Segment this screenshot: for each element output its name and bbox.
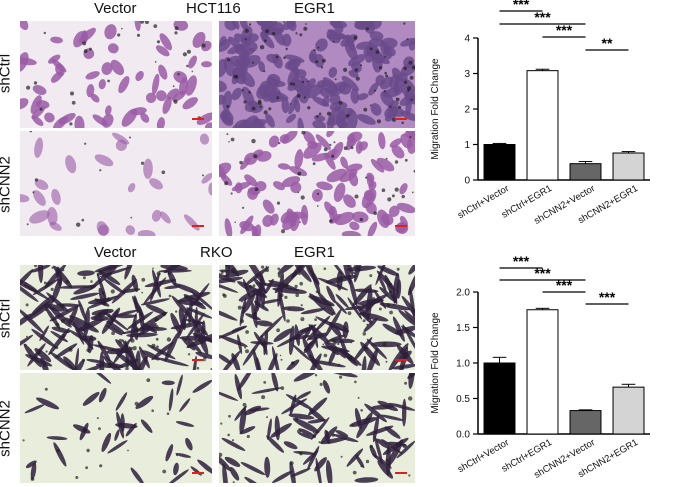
y-tick-label: 0.5 — [456, 394, 470, 405]
significance-label: *** — [513, 0, 530, 12]
scale-bar — [192, 118, 204, 120]
rko-shcnn2-label: shCNN2 — [0, 400, 14, 457]
significance-label: *** — [534, 9, 551, 25]
rko-shctrl-vector-micrograph — [20, 265, 212, 370]
hct116-shctrl-label: shCtrl — [0, 53, 14, 94]
y-axis-label: Migration Fold Change — [430, 58, 441, 160]
y-tick-label: 2.0 — [456, 288, 470, 299]
significance-label: *** — [599, 289, 616, 305]
bar — [612, 386, 645, 435]
bar — [526, 309, 559, 435]
significance-label: *** — [556, 22, 573, 38]
scale-bar — [395, 359, 407, 361]
scale-bar — [192, 472, 204, 474]
hct116-cellline-label: HCT116 — [186, 0, 241, 17]
significance-label: *** — [513, 253, 530, 269]
rko-egr1-label: EGR1 — [294, 244, 335, 261]
hct116-vector-label: Vector — [94, 0, 137, 17]
scale-bar — [192, 225, 204, 227]
rko-shcnn2-egr1-micrograph — [219, 373, 415, 483]
bar — [612, 152, 645, 181]
hct116-shctrl-egr1-micrograph — [219, 21, 415, 128]
bar — [569, 410, 602, 435]
y-tick-label: 1 — [464, 140, 470, 151]
bar — [526, 70, 559, 181]
rko-shcnn2-vector-micrograph — [20, 373, 212, 483]
significance-label: ** — [602, 35, 613, 51]
scale-bar — [395, 225, 407, 227]
scale-bar — [395, 118, 407, 120]
significance-label: *** — [534, 265, 551, 281]
rko-shctrl-label: shCtrl — [0, 298, 14, 339]
y-tick-label: 0.0 — [456, 430, 470, 441]
bar — [483, 362, 516, 435]
hct116-shcnn2-vector-micrograph — [20, 131, 212, 236]
y-axis-label: Migration Fold Change — [430, 312, 441, 414]
y-tick-label: 4 — [464, 34, 470, 45]
rko-vector-label: Vector — [94, 244, 137, 261]
y-tick-label: 2 — [464, 105, 470, 116]
y-tick-label: 1.0 — [456, 359, 470, 370]
rko-migration-bar-chart: Migration Fold Change0.00.51.01.52.0shCt… — [430, 253, 650, 481]
scale-bar — [395, 472, 407, 474]
hct116-shctrl-vector-micrograph — [20, 21, 212, 128]
y-tick-label: 0 — [464, 176, 470, 187]
hct116-shcnn2-label: shCNN2 — [0, 156, 14, 213]
scale-bar — [192, 359, 204, 361]
significance-label: *** — [556, 277, 573, 293]
bar — [569, 163, 602, 181]
y-tick-label: 3 — [464, 69, 470, 80]
bar — [483, 144, 516, 181]
hct116-egr1-label: EGR1 — [294, 0, 335, 17]
hct116-migration-bar-chart: Migration Fold Change01234shCtrl+Vectors… — [430, 0, 650, 227]
y-tick-label: 1.5 — [456, 323, 470, 334]
rko-shctrl-egr1-micrograph — [219, 265, 415, 370]
rko-cellline-label: RKO — [200, 244, 233, 261]
hct116-shcnn2-egr1-micrograph — [219, 131, 415, 236]
